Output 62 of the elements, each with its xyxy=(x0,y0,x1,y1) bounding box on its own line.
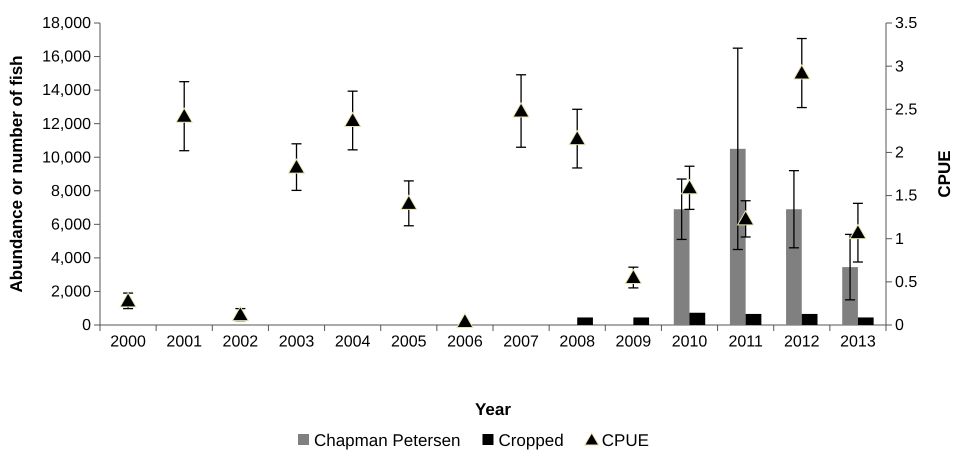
bar xyxy=(858,317,874,325)
y-tick-label: 6,000 xyxy=(50,216,92,234)
x-tick-label: 2013 xyxy=(840,333,876,350)
x-tick-label: 2008 xyxy=(559,333,596,350)
point xyxy=(120,292,137,308)
x-tick-label: 2007 xyxy=(503,333,539,350)
y2-tick-label: 3 xyxy=(895,58,904,76)
y-tick-label: 2,000 xyxy=(50,284,92,301)
y2-tick-label: 2.5 xyxy=(895,101,918,118)
x-tick-label: 2009 xyxy=(616,333,652,350)
x-tick-label: 2002 xyxy=(222,333,258,350)
x-tick-label: 2012 xyxy=(784,333,820,350)
y-tick-label: 16,000 xyxy=(42,48,92,66)
point xyxy=(793,64,810,80)
x-tick-label: 2001 xyxy=(166,333,202,350)
legend-label: Chapman Petersen xyxy=(314,431,460,450)
point xyxy=(624,269,642,284)
bar xyxy=(633,317,650,325)
y2-tick-label: 0 xyxy=(895,317,904,334)
x-tick-label: 2003 xyxy=(278,333,314,350)
y2-tick-label: 2 xyxy=(895,144,904,162)
point xyxy=(512,102,530,118)
y-tick-label: 4,000 xyxy=(50,250,92,268)
x-tick-label: 2000 xyxy=(110,333,146,350)
bar xyxy=(577,317,593,325)
x-tick-label: 2006 xyxy=(447,333,483,350)
y2-tick-label: 3.5 xyxy=(895,15,918,32)
x-tick-label: 2004 xyxy=(334,333,371,350)
point xyxy=(456,313,474,328)
bar xyxy=(786,209,802,325)
point xyxy=(176,108,193,123)
legend-label: CPUE xyxy=(602,431,649,450)
bar xyxy=(802,314,818,325)
y-tick-label: 10,000 xyxy=(42,149,92,166)
bar xyxy=(730,148,746,325)
bar xyxy=(842,267,858,325)
x-tick-label: 2010 xyxy=(672,333,708,350)
point xyxy=(344,112,362,128)
point xyxy=(849,224,866,240)
y-tick-label: 12,000 xyxy=(42,116,92,133)
y-axis-title: Abundance or number of fish xyxy=(7,55,26,293)
x-axis-title: Year xyxy=(475,400,512,419)
point xyxy=(568,130,586,146)
bar xyxy=(746,314,762,325)
legend-label: Cropped xyxy=(498,431,564,450)
x-tick-label: 2011 xyxy=(728,333,763,350)
y2-axis-title: CPUE xyxy=(935,150,954,198)
y-tick-label: 18,000 xyxy=(42,15,92,32)
point xyxy=(400,194,418,210)
point xyxy=(737,210,754,226)
bar xyxy=(690,312,706,325)
y2-tick-label: 0.5 xyxy=(895,274,918,291)
point xyxy=(681,179,698,194)
y2-tick-label: 1 xyxy=(895,230,904,248)
y-tick-label: 8,000 xyxy=(50,182,92,200)
y-tick-label: 14,000 xyxy=(42,82,92,100)
x-tick-label: 2005 xyxy=(390,333,427,350)
bar xyxy=(674,209,690,325)
point xyxy=(232,306,249,322)
y-tick-label: 0 xyxy=(82,317,92,334)
point xyxy=(288,158,305,174)
y2-tick-label: 1.5 xyxy=(895,188,918,205)
